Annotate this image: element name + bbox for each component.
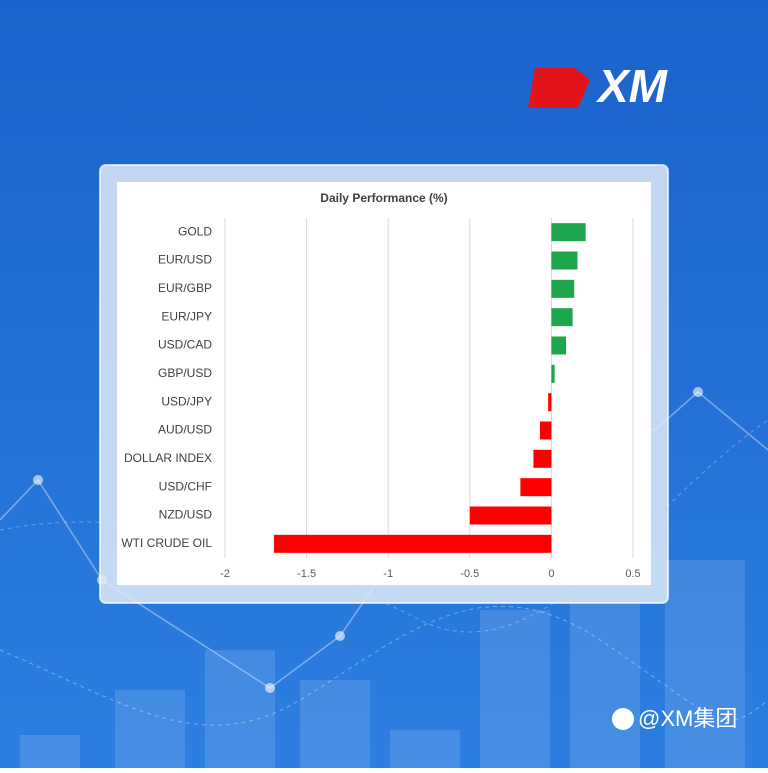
y-tick-label: DOLLAR INDEX — [124, 451, 212, 465]
bar — [548, 393, 552, 412]
chart-panel — [117, 182, 651, 585]
y-tick-label: USD/CHF — [159, 479, 212, 493]
y-tick-label: AUD/USD — [158, 423, 212, 437]
watermark-icon — [612, 708, 634, 730]
bar — [533, 449, 552, 468]
bar — [551, 364, 555, 383]
y-tick-label: EUR/JPY — [161, 309, 212, 323]
x-tick-label: -0.5 — [460, 568, 479, 580]
bar — [551, 336, 567, 355]
x-tick-label: -2 — [220, 568, 230, 580]
y-tick-label: NZD/USD — [159, 508, 213, 522]
bar — [551, 223, 586, 242]
y-tick-label: GBP/USD — [158, 366, 212, 380]
bar — [520, 478, 552, 497]
watermark: @XM集团 — [638, 706, 737, 731]
x-tick-label: 0.5 — [625, 568, 640, 580]
y-tick-label: USD/CAD — [158, 338, 212, 352]
x-tick-label: -1.5 — [297, 568, 316, 580]
x-tick-label: -1 — [383, 568, 393, 580]
bar — [273, 534, 552, 553]
y-tick-label: WTI CRUDE OIL — [121, 536, 212, 550]
bar — [551, 308, 573, 327]
bar — [469, 506, 552, 525]
y-tick-label: EUR/USD — [158, 253, 212, 267]
bar — [551, 251, 578, 270]
decor-bars — [20, 560, 745, 768]
x-tick-label: 0 — [548, 568, 554, 580]
plot: -2 -1.5 -1 -0.5 0 0.5 GOLD EUR/USD EUR/GBP EUR/JP… — [121, 218, 641, 580]
logo: XM — [595, 60, 669, 112]
bar — [539, 421, 552, 440]
logo-mark — [528, 68, 590, 108]
y-tick-label: EUR/GBP — [158, 281, 212, 295]
bar — [551, 279, 575, 298]
y-tick-label: USD/JPY — [161, 394, 212, 408]
chart-title: Daily Performance (%) — [320, 191, 447, 205]
y-tick-label: GOLD — [178, 224, 212, 238]
